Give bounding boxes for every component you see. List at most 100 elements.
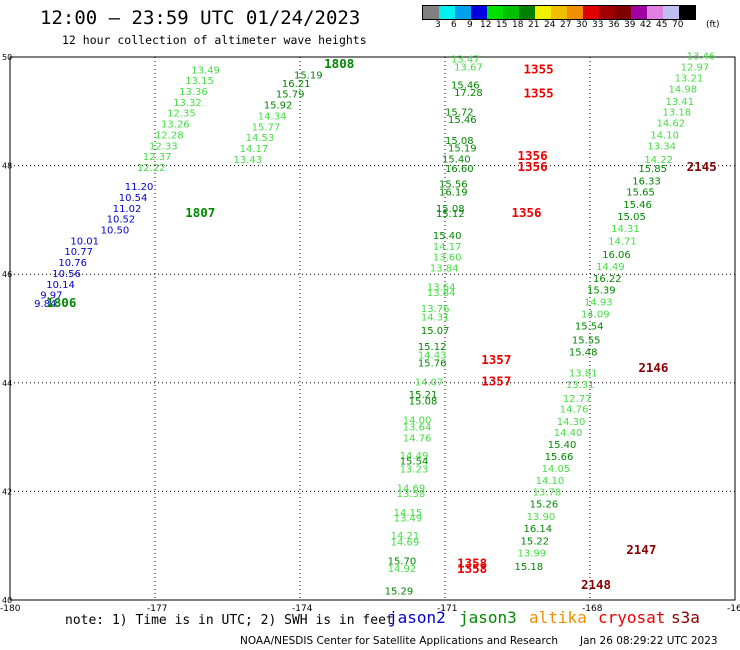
- wave-height-value: 13.21: [675, 73, 704, 84]
- wave-height-value: 14.98: [669, 84, 698, 95]
- wave-height-value: 9.97: [40, 291, 62, 302]
- pass-time-label: 1357: [481, 352, 511, 367]
- wave-height-value: 13.78: [533, 488, 562, 499]
- map-subtitle: 12 hour collection of altimeter wave hei…: [62, 33, 367, 47]
- wave-height-value: 15.08: [436, 204, 465, 215]
- wave-height-value: 13.49: [191, 65, 220, 76]
- pass-time-label: 2147: [626, 542, 656, 557]
- wave-height-value: 13.60: [433, 253, 462, 264]
- wave-height-value: 15.07: [421, 326, 450, 337]
- wave-height-value: 15.77: [252, 122, 281, 133]
- generated-timestamp: Jan 26 08:29:22 UTC 2023: [580, 635, 718, 647]
- wave-height-value: 15.40: [548, 440, 577, 451]
- footer-note: note: 1) Time is in UTC; 2) SWH is in fe…: [65, 613, 394, 628]
- wave-height-value: 10.54: [119, 193, 148, 204]
- longitude-tick-label: -177: [147, 604, 167, 614]
- wave-height-value: 10.50: [101, 225, 130, 236]
- wave-height-value: 15.40: [442, 154, 471, 165]
- wave-height-value: 15.70: [388, 557, 417, 568]
- wave-height-value: 14.00: [403, 416, 432, 427]
- wave-height-value: 10.01: [70, 236, 99, 247]
- wave-height-value: 15.46: [623, 200, 652, 211]
- color-swatch: [647, 6, 663, 19]
- color-scale-value: 21: [528, 20, 540, 30]
- wave-height-value: 15.05: [617, 212, 646, 223]
- wave-height-value: 14.76: [403, 433, 432, 444]
- color-scale-unit: (ft): [706, 20, 720, 30]
- color-scale-value: 6: [451, 20, 457, 30]
- wave-height-value: 15.18: [514, 562, 543, 573]
- wave-height-value: 13.31: [566, 380, 595, 391]
- color-scale-value: 39: [624, 20, 636, 30]
- credit-text: NOAA/NESDIS Center for Satellite Applica…: [240, 635, 558, 647]
- wave-height-value: 14.05: [542, 464, 571, 475]
- wave-height-value: 14.71: [608, 236, 637, 247]
- pass-time-label: 1358: [457, 561, 487, 576]
- wave-height-value: 16.06: [602, 250, 631, 261]
- wave-height-value: 14.69: [391, 538, 420, 549]
- longitude-tick-label: -174: [292, 604, 313, 614]
- wave-height-value: 13.99: [518, 549, 547, 560]
- latitude-tick-label: 48: [2, 162, 12, 171]
- wave-height-value: 10.56: [52, 269, 81, 280]
- color-scale-value: 12: [480, 20, 492, 30]
- color-scale-value: 33: [592, 20, 604, 30]
- wave-height-value: 15.29: [385, 587, 414, 598]
- wave-height-value: 13.15: [185, 76, 214, 87]
- wave-height-value: 13.76: [421, 304, 450, 315]
- wave-height-value: 12.33: [149, 141, 178, 152]
- wave-height-value: 14.76: [560, 405, 589, 416]
- map-title: 12:00 – 23:59 UTC 01/24/2023: [40, 7, 361, 29]
- wave-height-value: 14.31: [611, 224, 640, 235]
- wave-height-value: 13.64: [403, 423, 432, 434]
- wave-height-value: 15.08: [409, 397, 438, 408]
- color-swatch: [519, 6, 535, 19]
- wave-height-value: 14.30: [557, 417, 586, 428]
- wave-height-value: 13.90: [527, 512, 556, 523]
- pass-time-label: 1357: [481, 374, 511, 389]
- color-swatch: [487, 6, 503, 19]
- color-scale-value: 45: [656, 20, 668, 30]
- wave-height-value: 15.79: [276, 90, 305, 101]
- wave-height-value: 15.48: [569, 348, 598, 359]
- wave-height-value: 15.65: [626, 187, 655, 198]
- color-scale-value: 70: [672, 20, 684, 30]
- wave-height-value: 16.22: [593, 274, 622, 285]
- wave-height-value: 17.28: [454, 88, 483, 99]
- wave-height-value: 12.97: [681, 63, 710, 74]
- wave-height-value: 13.18: [663, 108, 692, 119]
- wave-height-value: 15.19: [448, 143, 477, 154]
- pass-time-label: 1358: [457, 555, 487, 570]
- wave-height-value: 12.28: [155, 130, 184, 141]
- latitude-tick-label: 42: [2, 487, 12, 496]
- satellite-name: s3a: [671, 608, 700, 627]
- wave-height-value: 16.33: [632, 177, 661, 188]
- pass-time-label: 1356: [518, 159, 548, 174]
- color-scale-value: 24: [544, 20, 556, 30]
- satellite-name: jason2: [388, 608, 446, 627]
- color-swatch: [615, 6, 631, 19]
- wave-height-value: 11.02: [113, 204, 142, 215]
- wave-height-value: 13.58: [397, 489, 426, 500]
- wave-height-value: 15.21: [409, 390, 438, 401]
- color-swatch: [423, 6, 439, 19]
- wave-height-value: 9.84: [34, 299, 56, 310]
- color-scale-value: 36: [608, 20, 620, 30]
- pass-time-label: 1356: [511, 205, 541, 220]
- wave-height-value: 14.34: [258, 111, 287, 122]
- wave-height-value: 12.35: [167, 109, 196, 120]
- latitude-tick-label: 40: [2, 596, 12, 605]
- wave-height-value: 14.62: [656, 119, 685, 130]
- satellite-name: jason3: [459, 608, 517, 627]
- pass-time-label: 2146: [638, 360, 668, 375]
- wave-height-value: 14.43: [418, 350, 447, 361]
- wave-height-value: 13.84: [427, 288, 456, 299]
- color-swatch: [455, 6, 471, 19]
- wave-height-value: 15.12: [436, 209, 465, 220]
- pass-time-label: 1808: [324, 56, 354, 71]
- latitude-tick-label: 46: [2, 270, 12, 279]
- wave-height-value: 13.34: [647, 141, 676, 152]
- wave-height-color-scale: [422, 5, 696, 20]
- wave-height-value: 13.26: [161, 120, 190, 131]
